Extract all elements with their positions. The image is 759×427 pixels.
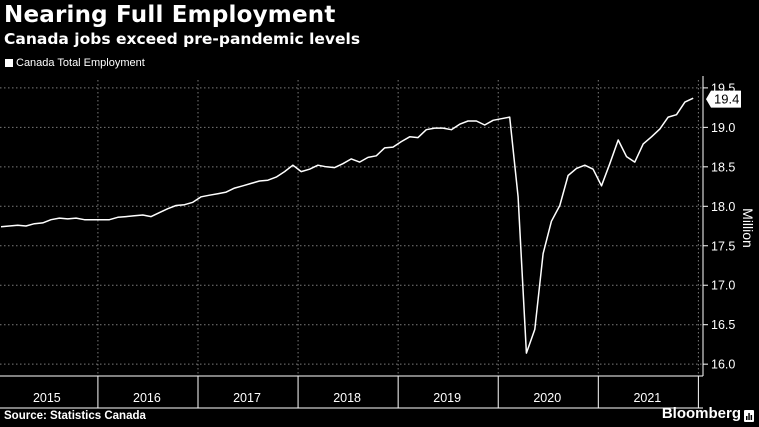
source-note: Source: Statistics Canada (4, 410, 146, 422)
legend-label: Canada Total Employment (16, 57, 145, 69)
x-tick-label: 2016 (133, 391, 161, 405)
x-tick-label: 2017 (233, 391, 261, 405)
x-tick-label: 2015 (33, 391, 61, 405)
y-axis: 16.016.517.017.518.018.519.019.5 (702, 76, 735, 376)
y-tick-label: 17.5 (711, 239, 735, 253)
x-axis: 2015 2016 2017 2018 2019 2020 2021 (0, 375, 703, 409)
y-tick-label: 18.5 (711, 160, 735, 174)
legend-swatch (5, 59, 13, 67)
x-tick-label: 2020 (533, 391, 561, 405)
y-axis-unit-label: Million (740, 208, 756, 248)
last-value-callout: 19.4 (706, 90, 741, 108)
last-value-badge (706, 90, 741, 108)
legend: Canada Total Employment (5, 57, 145, 69)
y-tick-label: 18.0 (711, 200, 735, 214)
y-tick-label: 16.0 (711, 358, 735, 372)
grid-layer (0, 80, 703, 376)
series-line-employment (0, 97, 694, 354)
y-tick-label: 19.0 (711, 121, 735, 135)
y-tick-label: 16.5 (711, 318, 735, 332)
brand-logo: Bloomberg (661, 405, 741, 422)
y-tick-label: 17.0 (711, 279, 735, 293)
chart-title: Nearing Full Employment (4, 2, 336, 28)
last-value-label: 19.4 (714, 92, 739, 107)
chart-icon (744, 410, 754, 422)
x-tick-label: 2021 (633, 391, 661, 405)
chart-subtitle: Canada jobs exceed pre-pandemic levels (4, 30, 361, 48)
x-tick-label: 2018 (333, 391, 361, 405)
x-tick-label: 2019 (433, 391, 461, 405)
